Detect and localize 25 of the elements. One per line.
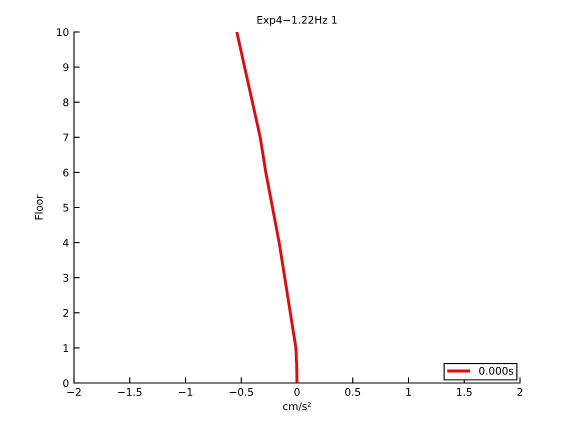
x-tick-label: −1.5 xyxy=(118,388,142,396)
x-tick-label: 1.5 xyxy=(457,388,472,396)
y-tick-label: 7 xyxy=(63,134,68,142)
y-tick-label: 5 xyxy=(63,204,68,212)
y-tick-label: 2 xyxy=(63,309,68,317)
x-tick-label: −0.5 xyxy=(230,388,253,396)
y-tick-label: 10 xyxy=(57,28,68,36)
y-tick-label: 3 xyxy=(63,274,68,282)
x-axis-title: cm/s² xyxy=(283,402,311,411)
y-axis-title: Floor xyxy=(34,194,43,220)
line-series xyxy=(235,32,298,383)
chart-title: Exp4−1.22Hz 1 xyxy=(257,16,337,26)
x-tick-label: 1 xyxy=(406,388,411,396)
y-tick-label: 8 xyxy=(63,98,68,106)
legend-label: 0.000s xyxy=(479,366,514,375)
y-tick-label: 4 xyxy=(63,238,69,247)
x-tick-label: −1 xyxy=(178,388,192,396)
x-tick-label: −2 xyxy=(67,388,81,396)
y-tick-label: 1 xyxy=(64,344,68,352)
x-tick-label: 0.5 xyxy=(345,388,360,396)
y-tick-label: 9 xyxy=(63,63,68,72)
x-tick-label: 2 xyxy=(517,388,522,396)
x-tick-label: 0 xyxy=(294,388,300,396)
y-tick-label: 0 xyxy=(63,379,68,388)
y-tick-label: 6 xyxy=(63,168,68,177)
